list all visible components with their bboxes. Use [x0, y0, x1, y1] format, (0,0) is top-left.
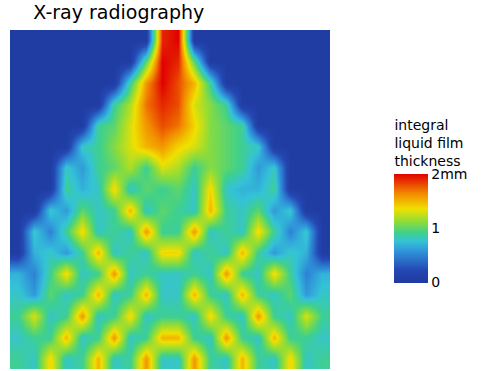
svg-text:1: 1 — [431, 220, 440, 236]
svg-text:integralliquid filmthickness: integralliquid filmthickness — [394, 117, 463, 169]
svg-text:X-ray radiography: X-ray radiography — [33, 1, 204, 23]
svg-text:2mm: 2mm — [431, 166, 467, 182]
svg-text:0: 0 — [431, 274, 440, 290]
